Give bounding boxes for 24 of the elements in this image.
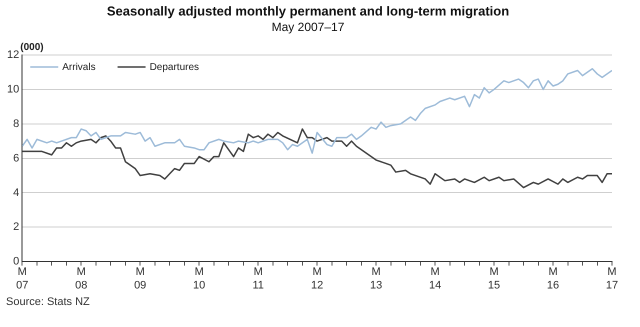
legend-label: Departures (150, 62, 200, 73)
x-tick-label: M 10 (193, 266, 206, 292)
y-tick-label: 12 (6, 49, 20, 62)
x-tick-label: M 12 (310, 266, 324, 292)
x-tick-label: M 09 (134, 266, 146, 292)
x-tick-label: M 08 (75, 266, 88, 292)
x-tick-label: M 16 (546, 266, 560, 292)
chart-subtitle: May 2007–17 (272, 20, 345, 34)
y-axis-title: (000) (20, 42, 44, 53)
chart-title: Seasonally adjusted monthly permanent and long-term migration (106, 3, 510, 18)
y-tick-label: 4 (13, 186, 20, 199)
x-tick-label: M 17 (606, 266, 618, 292)
y-tick-label: 8 (13, 118, 20, 130)
x-tick-label: M 14 (428, 266, 442, 292)
y-tick-label: 10 (6, 83, 20, 96)
y-tick-label: 6 (13, 152, 20, 164)
x-tick-label: M 13 (370, 266, 382, 292)
y-tick-label: 0 (13, 256, 20, 268)
x-tick-label: M 11 (252, 266, 264, 292)
source-note: Source: Stats NZ (6, 296, 90, 308)
legend-label: Arrivals (62, 62, 96, 73)
y-tick-label: 2 (13, 221, 20, 234)
x-tick-label: M 07 (16, 266, 28, 292)
x-tick-label: M 15 (488, 266, 500, 292)
